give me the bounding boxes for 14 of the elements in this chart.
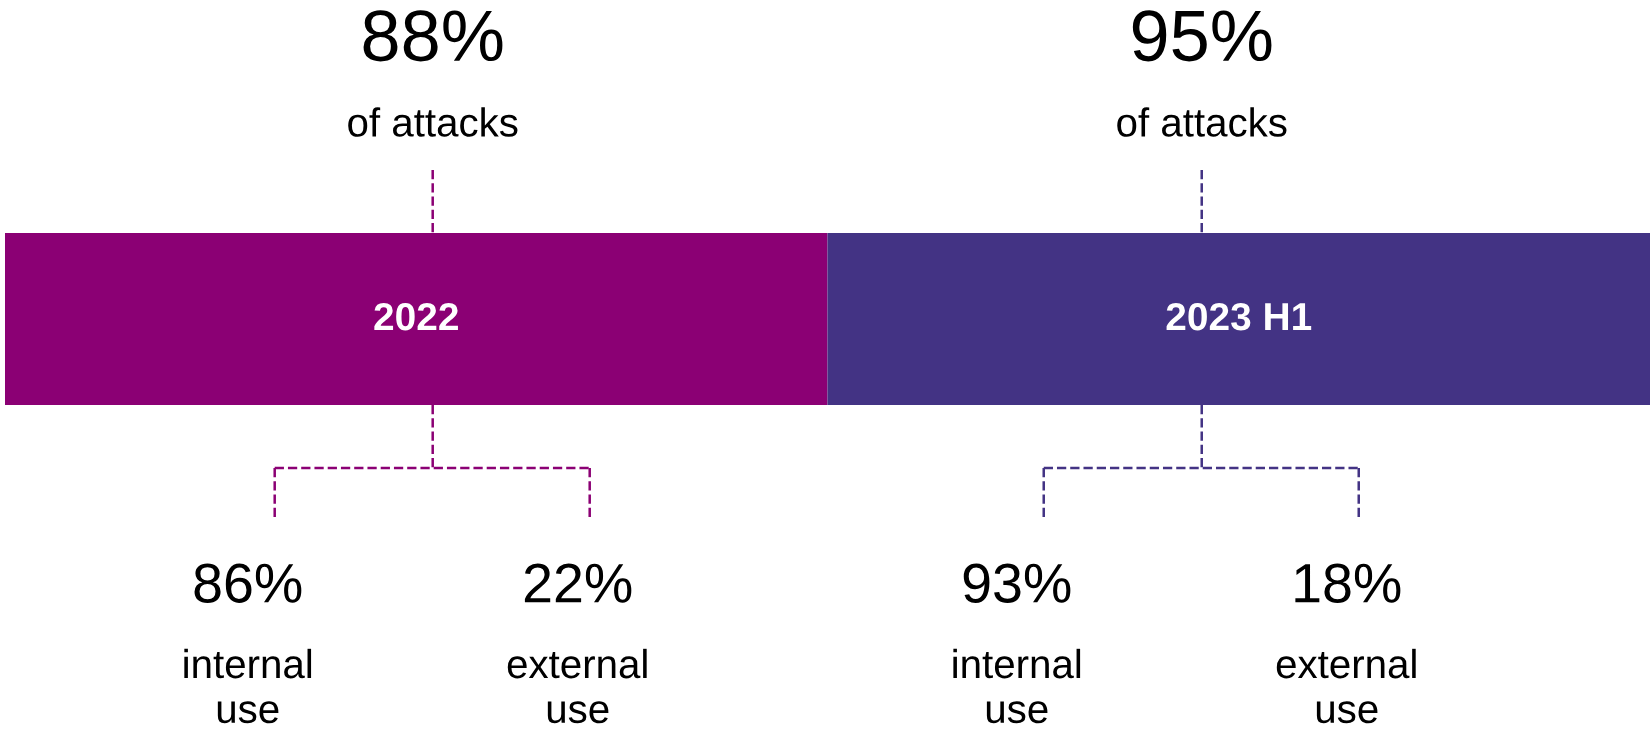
data-label: 95% [1132,10,1272,62]
text: external use [1276,648,1416,724]
category-label: 2023 H1 [1166,302,1312,331]
data-label: 93% [963,563,1071,603]
text: internal use [953,648,1081,724]
text: internal use [184,648,312,724]
category-label: 2022 [374,302,458,331]
text: external use [507,648,647,724]
data-label: 88% [363,10,503,62]
text: of attacks [348,107,518,137]
data-label: 22% [524,563,632,603]
data-label: 86% [194,563,302,603]
text: of attacks [1117,107,1287,137]
data-label: 18% [1295,563,1401,603]
